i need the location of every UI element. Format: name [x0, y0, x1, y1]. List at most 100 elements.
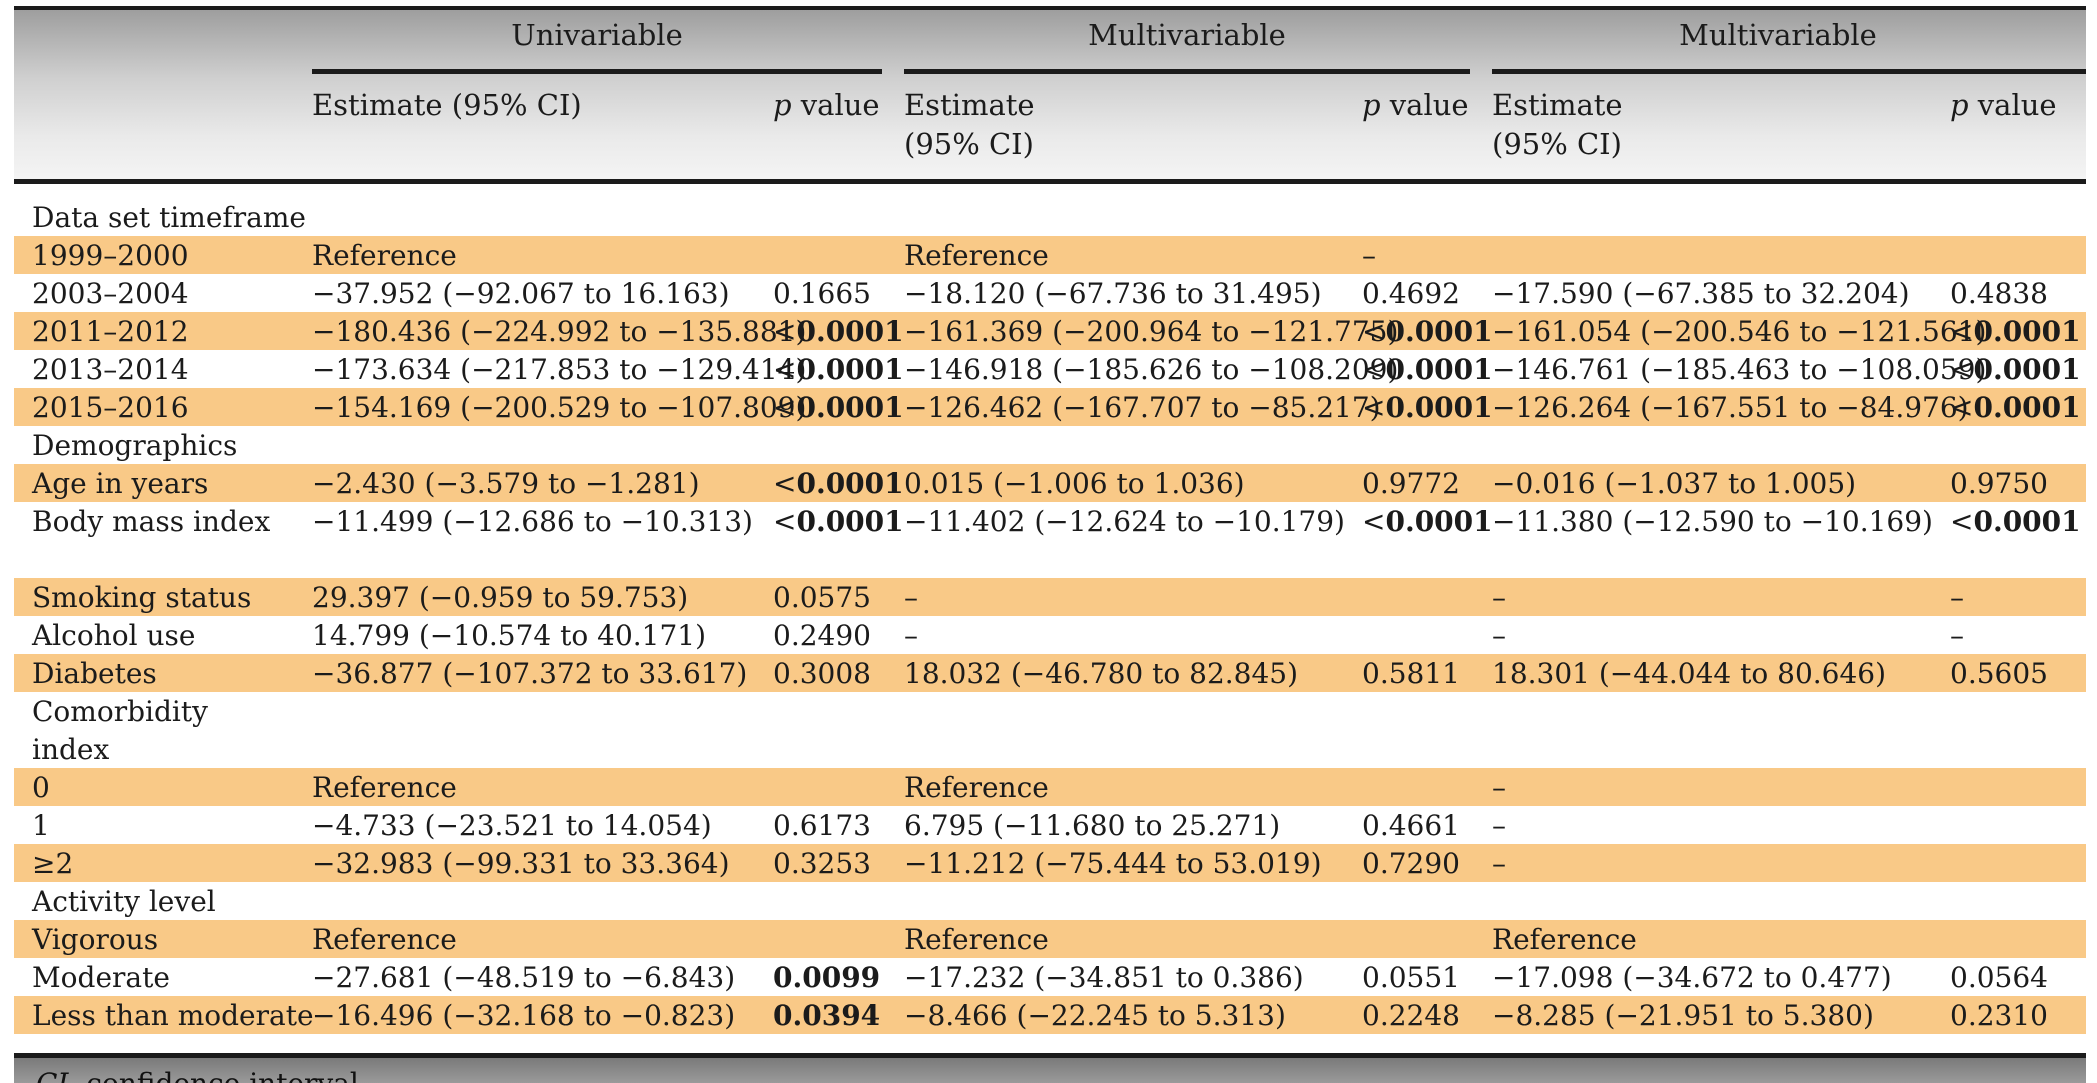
- estimate-label-line1: Estimate: [1492, 88, 1623, 122]
- estimate-header-multivariable-2: Estimate (95% CI): [1492, 86, 1623, 164]
- univariable-p-value: 0.0575: [773, 581, 871, 614]
- row-label: Vigorous: [32, 923, 159, 956]
- multivariable-2-p-value: 0.5605: [1950, 657, 2048, 690]
- univariable-estimate: Reference: [312, 239, 457, 272]
- univariable-estimate: Reference: [312, 923, 457, 956]
- univariable-p-value: 0.0394: [773, 999, 881, 1032]
- row-label: Demographics: [32, 429, 238, 462]
- multivariable-1-estimate: −161.369 (−200.964 to −121.775): [904, 315, 1399, 348]
- univariable-p-value: 0.1665: [773, 277, 871, 310]
- p-letter: p: [1362, 88, 1381, 122]
- multivariable-1-estimate: −146.918 (−185.626 to −108.209): [904, 353, 1399, 386]
- multivariable-1-p-value: <0.0001: [1362, 505, 1493, 538]
- group-rule-univariable: [312, 69, 882, 74]
- multivariable-2-estimate: –: [1492, 771, 1506, 804]
- table-row: Age in years −2.430 (−3.579 to −1.281) <0.…: [14, 464, 2086, 502]
- univariable-estimate: −27.681 (−48.519 to −6.843): [312, 961, 736, 994]
- multivariable-2-estimate: −17.098 (−34.672 to 0.477): [1492, 961, 1892, 994]
- multivariable-1-estimate: –: [904, 619, 918, 652]
- multivariable-1-p-value: –: [1362, 239, 1376, 272]
- estimate-label-line2: (95% CI): [904, 127, 1034, 161]
- table-row: Diabetes −36.877 (−107.372 to 33.617) 0.30…: [14, 654, 2086, 692]
- multivariable-1-estimate: −8.466 (−22.245 to 5.313): [904, 999, 1286, 1032]
- table-row: 0 Reference Reference –: [14, 768, 2086, 806]
- multivariable-2-p-value: 0.4838: [1950, 277, 2048, 310]
- row-label: Age in years: [32, 467, 209, 500]
- group-title-univariable: Univariable: [511, 18, 683, 52]
- univariable-estimate: −173.634 (−217.853 to −129.414): [312, 353, 807, 386]
- row-label: Less than moderate: [32, 999, 314, 1032]
- table-footer: [14, 1053, 2086, 1083]
- univariable-p-value: 0.0099: [773, 961, 881, 994]
- multivariable-2-p-value: 0.0564: [1950, 961, 2048, 994]
- multivariable-1-estimate: 6.795 (−11.680 to 25.271): [904, 809, 1281, 842]
- footnote-abbr: CI: [36, 1067, 68, 1083]
- multivariable-2-estimate: –: [1492, 619, 1506, 652]
- univariable-p-value: <0.0001: [773, 391, 904, 424]
- multivariable-2-estimate: −161.054 (−200.546 to −121.561): [1492, 315, 1987, 348]
- table-row: 1 −4.733 (−23.521 to 14.054) 0.6173 6.795 (…: [14, 806, 2086, 844]
- univariable-estimate: −180.436 (−224.992 to −135.881): [312, 315, 807, 348]
- univariable-p-value: 0.3008: [773, 657, 871, 690]
- multivariable-1-estimate: Reference: [904, 239, 1049, 272]
- multivariable-1-p-value: 0.7290: [1362, 847, 1460, 880]
- univariable-estimate: −36.877 (−107.372 to 33.617): [312, 657, 748, 690]
- multivariable-2-estimate: −17.590 (−67.385 to 32.204): [1492, 277, 1910, 310]
- row-label: Data set timeframe: [32, 201, 306, 234]
- multivariable-1-p-value: 0.9772: [1362, 467, 1460, 500]
- multivariable-2-estimate: Reference: [1492, 923, 1637, 956]
- p-letter: p: [773, 88, 792, 122]
- p-value-header-multivariable-1: p value: [1362, 86, 1469, 125]
- multivariable-2-estimate: −126.264 (−167.551 to −84.976): [1492, 391, 1969, 424]
- multivariable-2-estimate: –: [1492, 847, 1506, 880]
- univariable-estimate: −2.430 (−3.579 to −1.281): [312, 467, 700, 500]
- row-label: Smoking status: [32, 581, 252, 614]
- univariable-p-value: 0.6173: [773, 809, 871, 842]
- multivariable-1-estimate: –: [904, 581, 918, 614]
- univariable-p-value: <0.0001: [773, 315, 904, 348]
- multivariable-2-p-value: <0.0001: [1950, 315, 2081, 348]
- univariable-estimate: −16.496 (−32.168 to −0.823): [312, 999, 736, 1032]
- table-row: 2003–2004 −37.952 (−92.067 to 16.163) 0.16…: [14, 274, 2086, 312]
- univariable-estimate: −37.952 (−92.067 to 16.163): [312, 277, 730, 310]
- multivariable-1-estimate: −17.232 (−34.851 to 0.386): [904, 961, 1304, 994]
- multivariable-1-p-value: 0.5811: [1362, 657, 1460, 690]
- estimate-label-line2: (95% CI): [1492, 127, 1622, 161]
- multivariable-2-p-value: <0.0001: [1950, 391, 2081, 424]
- univariable-p-value: <0.0001: [773, 505, 904, 538]
- univariable-p-value: 0.3253: [773, 847, 871, 880]
- table-row: Less than moderate −16.496 (−32.168 to −0…: [14, 996, 2086, 1034]
- univariable-p-value: 0.2490: [773, 619, 871, 652]
- multivariable-2-estimate: −11.380 (−12.590 to −10.169): [1492, 505, 1933, 538]
- table-row: Body mass index −11.499 (−12.686 to −10.3…: [14, 502, 2086, 578]
- multivariable-1-estimate: −126.462 (−167.707 to −85.217): [904, 391, 1381, 424]
- multivariable-1-p-value: 0.2248: [1362, 999, 1460, 1032]
- multivariable-1-estimate: Reference: [904, 771, 1049, 804]
- footnote-text: , confidence interval.: [68, 1067, 367, 1083]
- p-value-word: value: [1968, 88, 2057, 122]
- table-row: 2013–2014 −173.634 (−217.853 to −129.414)…: [14, 350, 2086, 388]
- table-row: Alcohol use 14.799 (−10.574 to 40.171) 0.2…: [14, 616, 2086, 654]
- row-label: Comorbidity index: [32, 695, 208, 766]
- univariable-p-value: <0.0001: [773, 467, 904, 500]
- univariable-estimate: 29.397 (−0.959 to 59.753): [312, 581, 689, 614]
- footnote: CI, confidence interval.: [36, 1068, 368, 1083]
- table-row: Vigorous Reference Reference Reference: [14, 920, 2086, 958]
- multivariable-2-estimate: −8.285 (−21.951 to 5.380): [1492, 999, 1874, 1032]
- row-label: 0: [32, 771, 50, 804]
- multivariable-1-estimate: −11.402 (−12.624 to −10.179): [904, 505, 1345, 538]
- estimate-label-line1: Estimate: [904, 88, 1035, 122]
- univariable-estimate: Reference: [312, 771, 457, 804]
- row-label: Moderate: [32, 961, 170, 994]
- row-label: 1999–2000: [32, 239, 189, 272]
- row-label: 1: [32, 809, 50, 842]
- table-row: Moderate −27.681 (−48.519 to −6.843) 0.009…: [14, 958, 2086, 996]
- multivariable-2-p-value: 0.2310: [1950, 999, 2048, 1032]
- row-label: 2013–2014: [32, 353, 189, 386]
- p-letter: p: [1950, 88, 1969, 122]
- multivariable-1-p-value: 0.0551: [1362, 961, 1460, 994]
- row-label: Diabetes: [32, 657, 157, 690]
- table-row: Data set timeframe: [14, 198, 2086, 236]
- univariable-estimate: −154.169 (−200.529 to −107.809): [312, 391, 807, 424]
